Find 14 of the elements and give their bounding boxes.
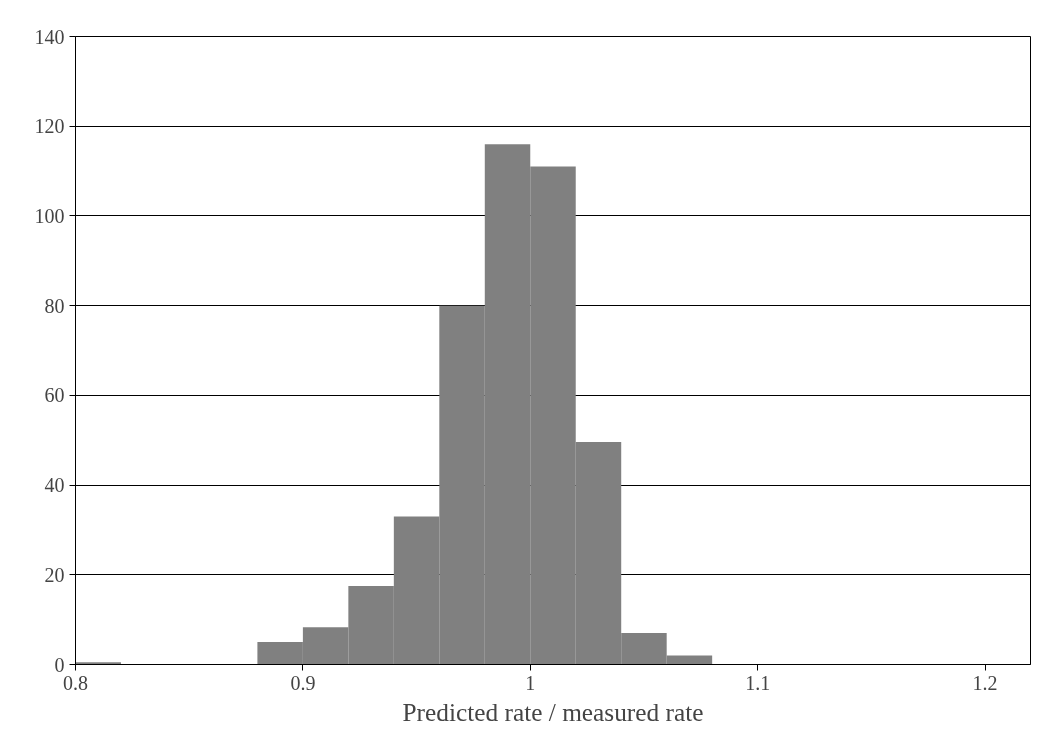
x-tick-label: 1.2 — [972, 671, 998, 694]
y-tick-label: 0 — [54, 653, 65, 676]
x-tick-label: 1 — [525, 671, 536, 694]
x-axis-title: Predicted rate / measured rate — [402, 697, 704, 726]
x-tick-label: 1.1 — [745, 671, 771, 694]
y-tick-label: 80 — [44, 294, 65, 317]
x-tick-label: 0.9 — [290, 671, 316, 694]
y-tick-label: 20 — [44, 563, 65, 586]
x-tick-label: 0.8 — [63, 671, 88, 694]
y-tick-label: 40 — [44, 474, 65, 497]
y-tick-label: 120 — [34, 115, 65, 138]
y-tick-label: 60 — [44, 384, 65, 407]
y-tick-label: 100 — [34, 204, 65, 227]
y-tick-label: 140 — [34, 25, 65, 48]
